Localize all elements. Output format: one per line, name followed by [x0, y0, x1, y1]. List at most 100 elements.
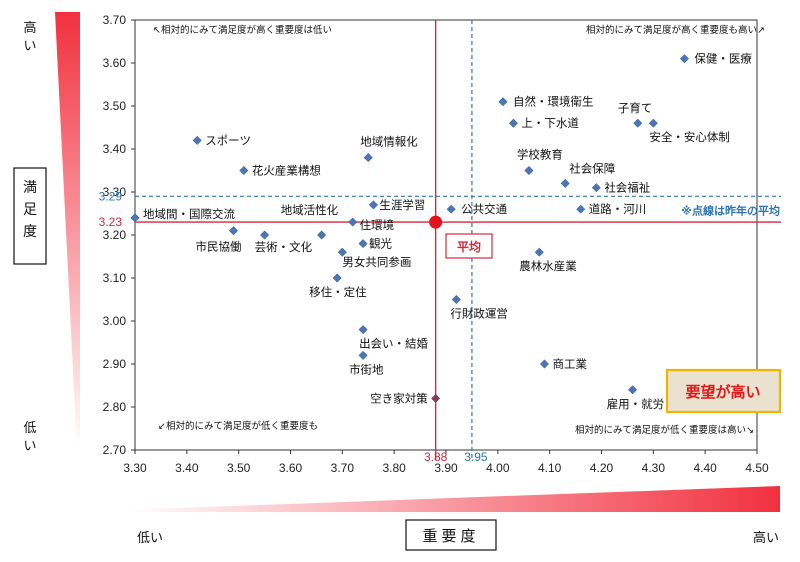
high-demand-label: 要望が高い	[685, 383, 760, 401]
average-y-value: 3.23	[99, 215, 123, 229]
y-low-label-2: い	[23, 439, 36, 454]
data-point	[239, 165, 249, 176]
high-demand-box	[665, 368, 782, 414]
data-point-label: 空き家対策	[370, 391, 428, 405]
x-tick-label: 3.40	[175, 461, 199, 475]
data-point	[348, 217, 358, 227]
average-x-value: 3.88	[424, 450, 448, 464]
data-point-label: 保健・医療	[694, 52, 752, 66]
data-point	[539, 359, 550, 369]
data-point-label: 生涯学習	[379, 198, 425, 212]
data-point	[534, 247, 544, 257]
y-high-label-1: 高	[23, 20, 36, 36]
data-point-label: 安全・安心体制	[649, 130, 730, 144]
data-point	[192, 135, 202, 145]
data-point-label: 社会福祉	[604, 181, 650, 195]
x-tick-label: 3.90	[434, 461, 458, 475]
data-point-label: 観光	[369, 237, 392, 251]
last-year-x-value: 3.95	[464, 450, 488, 464]
data-point	[524, 165, 534, 176]
x-tick-label: 3.30	[123, 461, 147, 475]
x-axis-title-box	[405, 519, 497, 551]
y-tick-label: 2.80	[103, 400, 127, 414]
data-point	[560, 178, 570, 188]
y-high-label-2: い	[23, 39, 36, 54]
data-point	[337, 247, 347, 257]
average-label-box	[445, 233, 493, 259]
data-point	[358, 325, 368, 335]
data-point-label: 商工業	[552, 357, 587, 371]
data-point	[260, 230, 270, 240]
data-point	[508, 118, 518, 128]
data-point-label: 市民協働	[195, 240, 241, 254]
data-point-label: 地域活性化	[281, 203, 339, 217]
data-point-label: 地域情報化	[360, 135, 418, 149]
y-tick-label: 3.50	[103, 99, 127, 113]
data-point-label: 学校教育	[517, 148, 563, 162]
x-tick-label: 4.30	[642, 461, 666, 475]
data-point	[431, 393, 441, 403]
data-point-label: 出会い・結婚	[359, 337, 428, 351]
data-point-label: 行財政運営	[450, 307, 508, 321]
data-point-label: 市街地	[349, 362, 384, 376]
data-point-label: 住環境	[360, 218, 395, 232]
data-point	[332, 273, 342, 283]
average-marker	[429, 215, 443, 229]
last-year-y-value: 3.29	[99, 189, 123, 203]
satisfaction-gradient-wedge	[55, 12, 80, 450]
data-point	[451, 294, 461, 305]
data-point-label: スポーツ	[205, 133, 251, 147]
quadrant-note-top-left: ↖相対的にみて満足度が高く重要度は低い	[153, 24, 332, 36]
y-tick-label: 3.00	[103, 314, 127, 328]
data-point-label: 移住・定住	[309, 285, 367, 299]
x-tick-label: 4.20	[590, 461, 614, 475]
x-low-label: 低い	[137, 531, 163, 546]
y-axis-title-char-2: 足	[23, 202, 37, 218]
quadrant-note-bottom-right: 相対的にみて満足度が低く重要度は高い↘	[575, 424, 754, 436]
data-point	[228, 226, 239, 236]
data-point	[358, 239, 368, 249]
quadrant-note-bottom-left: ↙相対的にみて満足度が低く重要度も	[158, 420, 318, 432]
data-point	[317, 230, 327, 240]
y-tick-label: 3.20	[103, 228, 127, 242]
data-point	[679, 54, 689, 64]
importance-gradient-wedge	[125, 486, 780, 512]
last-year-note: ※点線は昨年の平均	[681, 203, 780, 217]
x-tick-label: 4.00	[486, 461, 510, 475]
y-tick-label: 3.60	[103, 56, 127, 70]
y-axis-title-char-3: 度	[23, 224, 37, 240]
y-tick-label: 2.70	[103, 443, 127, 457]
x-tick-label: 3.80	[382, 461, 406, 475]
data-point-label: 男女共同参画	[342, 255, 411, 269]
data-point-label: 地域間・国際交流	[143, 207, 235, 221]
y-tick-label: 3.40	[103, 142, 127, 156]
data-point-label: 公共交通	[461, 202, 507, 216]
y-tick-label: 3.30	[103, 185, 127, 199]
data-point	[498, 97, 508, 107]
x-axis-title: 重要度	[422, 527, 479, 545]
y-tick-label: 3.70	[103, 13, 127, 27]
data-point-label: 花火産業構想	[252, 164, 321, 178]
x-tick-label: 3.60	[279, 461, 303, 475]
data-point-label: 子育て	[618, 101, 653, 115]
data-point	[446, 204, 456, 214]
x-tick-label: 3.70	[331, 461, 355, 475]
x-tick-label: 4.10	[538, 461, 562, 475]
data-point	[368, 200, 378, 210]
data-point-label: 農林水産業	[519, 259, 577, 273]
data-point-label: 上・下水道	[521, 116, 579, 130]
data-point	[591, 183, 601, 193]
quadrant-note-top-right: 相対的にみて満足度が高く重要度も高い↗	[586, 24, 765, 36]
data-point	[648, 118, 658, 128]
data-point	[633, 118, 643, 128]
x-tick-label: 3.50	[227, 461, 251, 475]
average-label: 平均	[457, 239, 481, 254]
y-axis-title-box	[13, 167, 47, 265]
data-point	[363, 153, 373, 163]
x-tick-label: 4.40	[693, 461, 717, 475]
y-tick-label: 2.90	[103, 357, 127, 371]
y-tick-label: 3.10	[103, 271, 127, 285]
x-tick-label: 4.50	[745, 461, 769, 475]
data-point-label: 自然・環境衛生	[513, 95, 594, 109]
